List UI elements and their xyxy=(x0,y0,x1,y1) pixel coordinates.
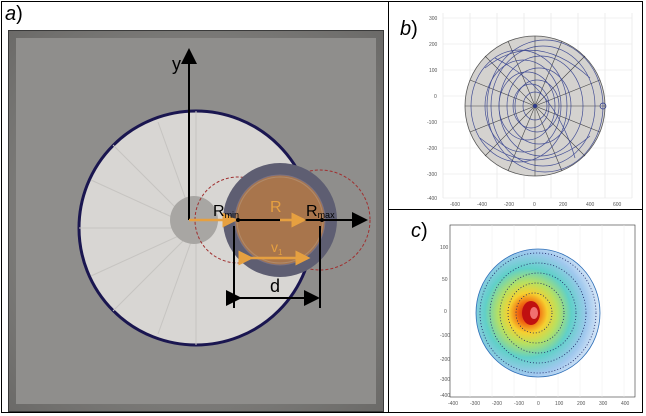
panel-b-plot: -600 -400 -200 0 200 400 600 300 200 100… xyxy=(427,13,633,208)
svg-text:0: 0 xyxy=(444,309,447,315)
svg-text:100: 100 xyxy=(440,245,449,251)
svg-text:-400: -400 xyxy=(477,202,487,208)
panel-b-trajectories xyxy=(470,39,604,173)
panel-b-x-ticks: -600 -400 -200 0 200 400 600 xyxy=(450,202,622,208)
panel-a-diagram: y Rmin R Rmax v1 d xyxy=(8,30,384,412)
svg-text:-200: -200 xyxy=(427,146,437,152)
r-label: R xyxy=(270,199,282,216)
d-label: d xyxy=(270,276,280,296)
svg-text:300: 300 xyxy=(599,401,608,407)
svg-text:-600: -600 xyxy=(450,202,460,208)
svg-text:-200: -200 xyxy=(440,357,450,363)
svg-text:100: 100 xyxy=(429,68,438,74)
panel-b-y-ticks: 300 200 100 0 -100 -200 -300 -400 xyxy=(427,16,438,202)
svg-text:400: 400 xyxy=(621,401,630,407)
svg-text:300: 300 xyxy=(429,16,438,22)
panel-a-label: a) xyxy=(5,3,23,25)
svg-text:600: 600 xyxy=(613,202,622,208)
svg-text:200: 200 xyxy=(429,42,438,48)
svg-text:-200: -200 xyxy=(492,401,502,407)
svg-text:-400: -400 xyxy=(440,393,450,399)
svg-text:-300: -300 xyxy=(470,401,480,407)
panel-c-x-ticks: -400 -300 -200 -100 0 100 200 300 400 xyxy=(448,401,630,407)
panel-b-label: b) xyxy=(400,18,418,40)
v1-label: v1 xyxy=(271,239,283,257)
svg-text:-400: -400 xyxy=(427,196,437,202)
svg-text:200: 200 xyxy=(559,202,568,208)
r-max-label: Rmax xyxy=(306,203,335,220)
svg-text:0: 0 xyxy=(533,202,536,208)
svg-text:-100: -100 xyxy=(440,333,450,339)
panel-c-contours xyxy=(479,252,597,374)
r-min-label: Rmin xyxy=(213,203,239,220)
vertical-divider xyxy=(388,1,389,413)
svg-text:-300: -300 xyxy=(440,377,450,383)
svg-text:-200: -200 xyxy=(504,202,514,208)
svg-text:200: 200 xyxy=(577,401,586,407)
svg-text:50: 50 xyxy=(442,277,448,283)
svg-text:100: 100 xyxy=(555,401,564,407)
svg-text:-100: -100 xyxy=(427,120,437,126)
svg-text:400: 400 xyxy=(586,202,595,208)
svg-text:-100: -100 xyxy=(514,401,524,407)
panel-c-y-ticks: 100 50 0 -100 -200 -300 -400 xyxy=(440,245,450,399)
svg-text:0: 0 xyxy=(434,94,437,100)
panel-c-plot: -400 -300 -200 -100 0 100 200 300 400 10… xyxy=(440,224,636,407)
horizontal-divider xyxy=(388,209,643,210)
y-axis-label: y xyxy=(172,54,181,74)
panel-c-label: c) xyxy=(411,220,428,242)
svg-text:-300: -300 xyxy=(427,172,437,178)
svg-text:0: 0 xyxy=(537,401,540,407)
svg-text:-400: -400 xyxy=(448,401,458,407)
